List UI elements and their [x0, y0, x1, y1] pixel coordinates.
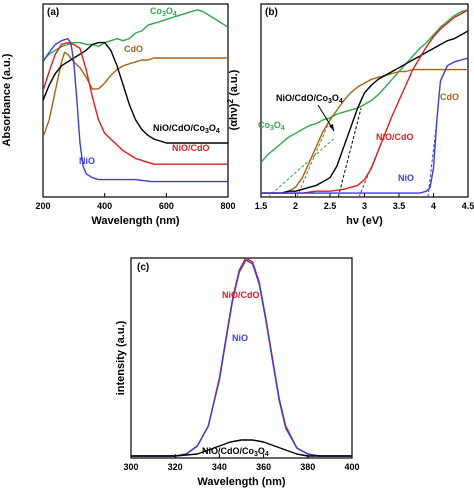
annotation-arrowhead — [329, 124, 334, 131]
x-tick-label: 400 — [344, 462, 359, 472]
y-axis-title: (αhν)2 (a.u.) — [226, 69, 240, 130]
x-tick-label: 4.5 — [462, 201, 474, 211]
series-label-nio: NiO — [79, 156, 95, 166]
x-axis-title: hν (eV) — [346, 215, 383, 227]
series-label-co3o4: Co3O4 — [150, 6, 177, 18]
series-label-nio: NiO — [398, 173, 414, 183]
series-line-cdo — [261, 68, 468, 194]
series-line-nio — [43, 38, 228, 183]
tangent-line-co3o4 — [267, 138, 334, 197]
tangent-line-cdo — [296, 119, 331, 197]
series-line-nio-cdo — [131, 258, 352, 457]
panel-label: (c) — [137, 262, 149, 273]
series-line-nio — [261, 57, 468, 194]
panel-c: 300 320 340 360 380 400 Wavelength (nm) intensi… — [115, 257, 360, 488]
series-label-nio-cdo-co3o4: NiO/CdO/Co3O4 — [153, 123, 220, 135]
series-line-nio-cdo — [261, 9, 468, 194]
panel-b: 1.5 2 2.5 3 3.5 4 4.5 hν (eV) (αhν)2 (a.u.) (b) Ni… — [226, 3, 474, 227]
panel-label: (b) — [265, 7, 278, 18]
x-tick-label: 360 — [256, 462, 271, 472]
x-tick-label: 600 — [159, 201, 174, 211]
series-label-cdo: CdO — [440, 92, 459, 102]
x-tick-label: 2.5 — [324, 201, 337, 211]
x-axis-title: Wavelength (nm) — [91, 215, 180, 227]
series-line-nio-cdo-co3o4 — [261, 30, 468, 194]
series-line-co3o4 — [43, 9, 228, 61]
x-tick-label: 300 — [123, 462, 138, 472]
tangent-line-nio-cdo-co3o4 — [337, 108, 362, 197]
plot-frame — [130, 257, 353, 459]
series-label-nio-cdo: NiO/CdO — [172, 143, 210, 153]
x-tick-label: 3.5 — [393, 201, 406, 211]
x-tick-label: 4 — [431, 201, 436, 211]
x-tick-label: 2 — [293, 201, 298, 211]
x-tick-label: 320 — [168, 462, 183, 472]
x-tick-label: 3 — [362, 201, 367, 211]
x-tick-label: 800 — [220, 201, 235, 211]
panel-label: (a) — [47, 7, 59, 18]
series-line-co3o4 — [261, 9, 468, 163]
tangent-line-nio — [427, 119, 438, 197]
series-line-nio — [131, 259, 352, 457]
series-label-nio: NiO — [232, 333, 248, 343]
series-line-nio-cdo-co3o4 — [131, 439, 352, 457]
x-tick-label: 380 — [300, 462, 315, 472]
x-tick-label: 1.5 — [255, 201, 268, 211]
series-line-nio-cdo — [43, 41, 228, 165]
series-label-nio-cdo: NiO/CdO — [376, 132, 414, 142]
y-axis-title: Absorbance (a.u.) — [1, 53, 13, 146]
series-label-nio-cdo-co3o4: NiO/CdO/Co3O4 — [276, 93, 343, 105]
series-line-nio-cdo-co3o4 — [43, 41, 228, 144]
x-tick-label: 400 — [97, 201, 112, 211]
x-tick-label: 200 — [35, 201, 50, 211]
series-line-cdo — [43, 51, 228, 138]
x-tick-label: 340 — [212, 462, 227, 472]
series-label-nio-cdo-co3o4: NiO/CdO/Co3O4 — [202, 446, 269, 458]
x-axis-title: Wavelength (nm) — [197, 476, 286, 488]
series-label-cdo: CdO — [124, 44, 143, 54]
series-label-nio-cdo: NiO/CdO — [222, 290, 260, 300]
panel-a: 200 400 600 800 Wavelength (nm) Absorbance (a… — [1, 3, 236, 227]
series-label-co3o4: Co3O4 — [258, 120, 285, 132]
y-axis-title: intensity (a.u.) — [115, 320, 127, 395]
